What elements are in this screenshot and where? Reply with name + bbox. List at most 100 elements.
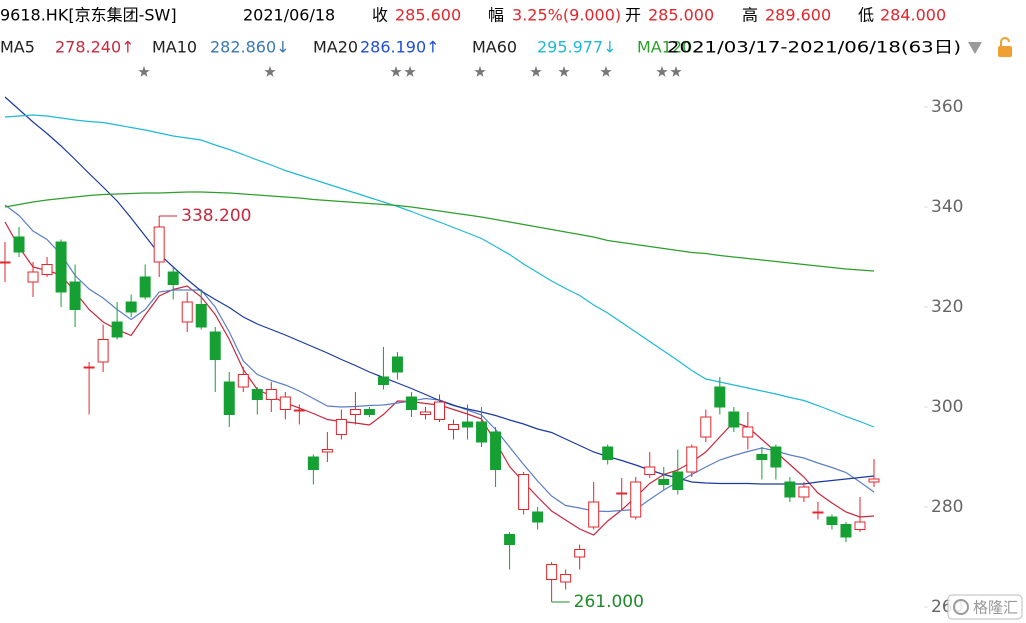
candle-body: [770, 446, 782, 468]
y-tick-label: 360: [931, 97, 963, 117]
candle-body: [13, 236, 25, 253]
lock-shackle: [1000, 37, 1010, 46]
y-tick-label: 280: [931, 497, 963, 517]
chart-title: 9618.HK[京东集团-SW]: [0, 6, 177, 25]
y-tick-label: 320: [931, 297, 963, 317]
candle-body: [349, 409, 361, 415]
quote-value: 285.600: [395, 6, 461, 25]
star-icon: [600, 66, 612, 77]
candle-body: [419, 411, 431, 415]
candle-body: [377, 376, 389, 385]
candle-body: [321, 449, 333, 453]
candle-body: [644, 466, 656, 475]
candle-body: [279, 396, 291, 410]
date-range: 2021/03/17-2021/06/18(63日): [667, 38, 961, 57]
ma-line: [4, 204, 875, 513]
star-icon: [670, 66, 682, 77]
candle-body: [181, 301, 193, 323]
lock-icon[interactable]: [998, 37, 1012, 57]
candle-body: [83, 366, 95, 369]
candle-body: [812, 511, 824, 514]
candle-body: [532, 511, 544, 523]
candle-body: [868, 478, 880, 483]
candle-body: [504, 534, 516, 545]
candle-body: [616, 492, 628, 495]
candle-body: [518, 474, 530, 510]
candle-body: [209, 331, 221, 360]
candle-body: [476, 421, 488, 443]
candle-body: [405, 396, 417, 410]
candle-body: [335, 419, 347, 435]
candle-body: [588, 501, 600, 528]
star-icon: [558, 66, 570, 77]
star-icon: [390, 66, 402, 77]
legend-value: 286.190↑: [360, 38, 440, 57]
star-icon: [138, 66, 150, 77]
candle-body: [714, 386, 726, 408]
y-tick-label: 340: [931, 197, 963, 217]
candle-body: [798, 486, 810, 498]
watermark-text: 格隆汇: [973, 599, 1018, 617]
candle-body: [167, 271, 179, 285]
candle-body: [560, 574, 572, 583]
quote-value: 285.000: [648, 6, 714, 25]
quote-label: 低: [858, 6, 874, 25]
candle-body: [434, 401, 445, 420]
quote-value: 289.600: [765, 6, 831, 25]
date: 2021/06/18: [243, 6, 335, 25]
legend-value: 282.860↓: [210, 38, 290, 57]
legend-value: 278.240↑: [55, 38, 135, 57]
candle-body: [840, 524, 852, 538]
candle-body: [742, 426, 754, 438]
quote-label: 幅: [488, 6, 504, 25]
quote-label: 高: [742, 6, 758, 25]
quote-value: 3.25%(9.000): [512, 6, 621, 25]
candle-body: [391, 356, 403, 373]
candle-body: [125, 301, 137, 313]
candle-body: [546, 564, 558, 580]
candle-body: [153, 226, 165, 263]
quote: 收 285.600 幅 3.25%(9.000) 开 285.000 高 289.600 低 28…: [372, 6, 946, 25]
star-icon: [404, 66, 416, 77]
annotation: 261.000: [574, 592, 644, 612]
quote-value: 284.000: [880, 6, 946, 25]
candle-body: [0, 261, 11, 264]
candle-body: [251, 389, 263, 400]
candle-body: [111, 321, 123, 338]
legend-value: 295.977↓: [537, 38, 617, 57]
candle-body: [69, 281, 81, 310]
candle-body: [237, 374, 249, 388]
candle-body: [490, 431, 502, 470]
star-icon: [530, 66, 542, 77]
star-icon: [264, 66, 276, 77]
candle-body: [307, 456, 319, 470]
candle-body: [41, 264, 53, 275]
candle-body: [784, 481, 796, 498]
candle-body: [686, 446, 698, 473]
candle-body: [195, 304, 207, 328]
legend-name: MA120: [637, 38, 692, 57]
legend-name: MA60: [472, 38, 517, 57]
watermark: 格隆汇: [947, 594, 1023, 620]
candle-body: [139, 276, 151, 298]
watermark-box: [947, 594, 1023, 620]
candle-body: [700, 416, 712, 438]
y-tick-label: 300: [931, 397, 963, 417]
candle-body: [672, 471, 684, 490]
dropdown-icon[interactable]: [968, 42, 982, 54]
candle-body: [363, 409, 375, 415]
candle-body: [826, 516, 838, 525]
ma-line: [4, 221, 875, 536]
candle-body: [55, 241, 67, 293]
candle-body: [293, 409, 305, 412]
lock-body: [998, 46, 1012, 57]
candle-body: [658, 479, 670, 485]
quote-label: 开: [625, 6, 641, 25]
candle-body: [97, 339, 109, 363]
star-icon: [656, 66, 668, 77]
candle-body: [448, 424, 460, 430]
candle-body: [756, 454, 768, 460]
legend-name: MA10: [152, 38, 197, 57]
